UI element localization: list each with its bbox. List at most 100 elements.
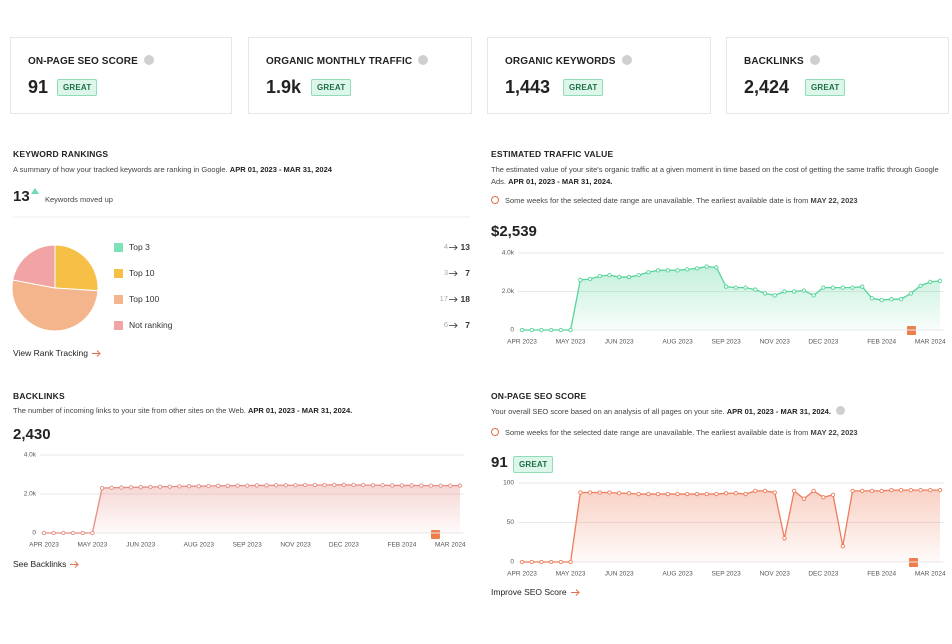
point — [607, 272, 612, 278]
point — [869, 296, 875, 301]
point — [665, 268, 670, 273]
point — [879, 298, 884, 303]
arrow-icon — [570, 589, 580, 596]
x-tick-label: SEP 2023 — [233, 542, 263, 549]
point — [41, 530, 47, 536]
kpi-badge: GREAT — [311, 79, 352, 96]
legend-label: Top 3 — [129, 242, 150, 252]
help-icon — [621, 55, 632, 65]
point — [704, 491, 709, 497]
legend-swatch — [114, 269, 123, 278]
point — [801, 496, 807, 501]
point — [351, 482, 356, 488]
x-tick-label: NOV 2023 — [280, 542, 311, 549]
point — [148, 484, 153, 490]
change-arrow — [449, 322, 458, 329]
y-tick-label: 0 — [510, 559, 514, 566]
point — [390, 483, 395, 488]
point — [860, 284, 865, 289]
point — [549, 327, 554, 333]
improve-seo-link[interactable]: Improve SEO Score — [491, 587, 581, 597]
kpi-badge: GREAT — [563, 79, 604, 96]
x-tick-label: DEC 2023 — [329, 542, 359, 549]
link-text[interactable]: See Backlinks — [13, 559, 67, 569]
point — [539, 559, 544, 565]
x-tick-label: MAY 2023 — [77, 542, 107, 549]
x-tick-label: DEC 2023 — [808, 571, 838, 578]
point — [380, 483, 385, 488]
legend-item: Top 3 4 13 — [114, 242, 470, 254]
date-range: APR 01, 2023 - MAR 31, 2024. — [726, 407, 831, 416]
rank-from: 3 — [443, 268, 448, 277]
y-tick-label: 4.0k — [24, 452, 37, 459]
kpi-value: 91 — [28, 77, 49, 97]
notice-date: MAY 22, 2023 — [810, 428, 858, 437]
change-arrow — [449, 270, 458, 277]
link-text[interactable]: Improve SEO Score — [491, 587, 567, 597]
point — [685, 491, 690, 497]
point — [51, 530, 56, 536]
help-icon — [418, 55, 429, 65]
x-tick-label: SEP 2023 — [712, 571, 742, 578]
point — [196, 484, 201, 489]
point — [655, 491, 661, 497]
point — [597, 490, 602, 495]
see-backlinks-link[interactable]: See Backlinks — [13, 559, 80, 569]
legend-swatch — [114, 321, 123, 330]
x-tick-label: AUG 2023 — [184, 542, 215, 549]
point — [753, 287, 758, 292]
x-tick-label: MAR 2024 — [915, 339, 946, 346]
point — [341, 482, 347, 487]
pie-slice — [11, 279, 99, 332]
view-rank-tracking-link[interactable]: View Rank Tracking — [13, 348, 102, 358]
x-tick-label: APR 2023 — [29, 542, 59, 549]
x-tick-label: NOV 2023 — [760, 339, 791, 346]
point — [869, 488, 875, 494]
point — [578, 277, 583, 283]
link-text[interactable]: View Rank Tracking — [13, 348, 88, 358]
kpi-badge: GREAT — [57, 79, 98, 96]
point — [568, 327, 573, 333]
point — [519, 327, 525, 333]
point — [908, 487, 913, 493]
point — [90, 530, 95, 536]
panel-value: 91 — [491, 454, 508, 471]
point — [539, 327, 544, 333]
legend-swatch — [114, 295, 123, 304]
point — [723, 284, 729, 289]
arrow — [449, 244, 458, 251]
legend-label: Not ranking — [129, 320, 173, 330]
x-tick-label: FEB 2024 — [867, 339, 896, 346]
kpi-label: ORGANIC KEYWORDS — [505, 55, 632, 67]
point — [762, 291, 768, 296]
point — [743, 491, 748, 497]
point — [568, 559, 573, 565]
point — [860, 488, 865, 494]
help-icon — [809, 55, 820, 65]
point — [636, 272, 641, 278]
x-tick-label: JUN 2023 — [126, 542, 155, 549]
point — [177, 484, 182, 489]
panel-description: The estimated value of your site's organ… — [491, 164, 946, 188]
point — [840, 285, 845, 290]
point — [811, 293, 816, 298]
kpi-label-text: BACKLINKS — [744, 56, 804, 67]
point — [419, 483, 424, 488]
point — [70, 530, 76, 536]
point — [409, 483, 414, 488]
pie-slice — [12, 244, 56, 289]
point — [772, 490, 777, 495]
point — [587, 490, 593, 495]
point — [733, 491, 739, 496]
point — [167, 484, 172, 489]
point — [225, 483, 230, 488]
point — [109, 485, 114, 490]
kpi-label-text: ON-PAGE SEO SCORE — [28, 56, 138, 67]
point — [733, 285, 739, 290]
point — [646, 270, 651, 275]
notice-text: Some weeks for the selected date range a… — [505, 196, 809, 205]
point — [138, 485, 143, 490]
x-tick-label: DEC 2023 — [808, 339, 838, 346]
